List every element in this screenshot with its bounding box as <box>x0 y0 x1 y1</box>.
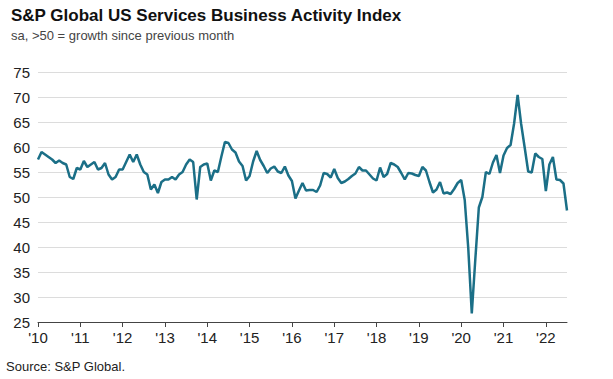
svg-text:S&P Global US Services Busines: S&P Global US Services Business Activity… <box>11 6 402 25</box>
svg-text:'21: '21 <box>494 329 514 346</box>
svg-text:65: 65 <box>13 114 30 131</box>
svg-text:sa, >50 = growth since previou: sa, >50 = growth since previous month <box>11 28 234 43</box>
svg-text:'14: '14 <box>197 329 217 346</box>
svg-text:'22: '22 <box>536 329 556 346</box>
svg-text:'15: '15 <box>240 329 260 346</box>
svg-text:25: 25 <box>13 314 30 331</box>
svg-text:70: 70 <box>13 89 30 106</box>
svg-text:'12: '12 <box>113 329 133 346</box>
svg-text:75: 75 <box>13 64 30 81</box>
svg-text:'10: '10 <box>28 329 48 346</box>
svg-text:45: 45 <box>13 214 30 231</box>
svg-text:'20: '20 <box>451 329 471 346</box>
svg-text:30: 30 <box>13 289 30 306</box>
svg-text:'16: '16 <box>282 329 302 346</box>
svg-text:'13: '13 <box>155 329 175 346</box>
svg-text:'11: '11 <box>71 329 89 346</box>
svg-text:40: 40 <box>13 239 30 256</box>
svg-text:55: 55 <box>13 164 30 181</box>
svg-text:'17: '17 <box>324 329 344 346</box>
svg-text:'19: '19 <box>409 329 429 346</box>
svg-text:'18: '18 <box>367 329 387 346</box>
svg-text:Source: S&P Global.: Source: S&P Global. <box>6 359 125 374</box>
svg-text:50: 50 <box>13 189 30 206</box>
svg-text:60: 60 <box>13 139 30 156</box>
svg-text:35: 35 <box>13 264 30 281</box>
